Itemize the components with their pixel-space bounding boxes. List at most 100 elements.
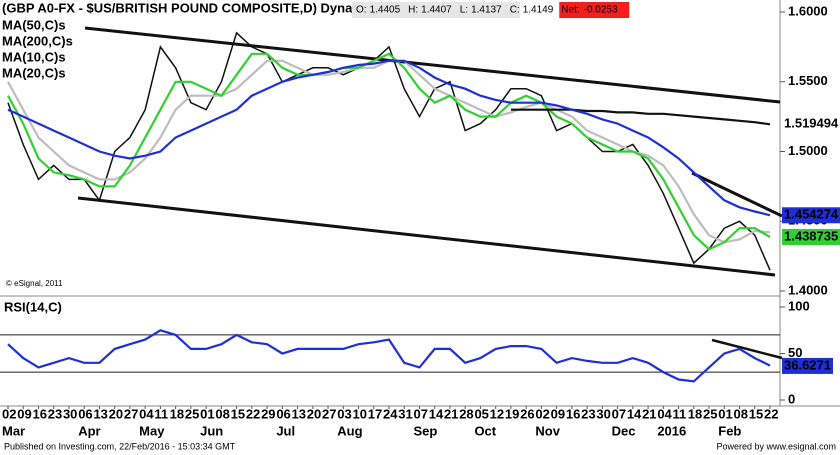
month-label: Aug [337, 423, 362, 438]
x-tick-label: 04 [657, 406, 672, 421]
ohlc-value: 1.4405 [370, 5, 401, 16]
x-tick-label: 30 [596, 406, 610, 421]
ohlc-value: 1.4149 [523, 5, 554, 16]
x-tick-label: 14 [627, 406, 642, 421]
x-tick-label: 10 [353, 406, 367, 421]
x-tick-label: 20 [109, 406, 123, 421]
series-line [510, 108, 771, 126]
x-tick-label: 16 [32, 406, 46, 421]
month-label: Dec [612, 423, 636, 438]
x-tick-label: 15 [749, 406, 763, 421]
month-label: Jul [276, 423, 295, 438]
x-tick-label: 17 [368, 406, 382, 421]
x-tick-label: 08 [215, 406, 229, 421]
ohlc-label: O: [356, 5, 367, 16]
x-tick-label: 12 [490, 406, 504, 421]
footer-left: Published on Investing.com, 22/Feb/2016 … [4, 441, 236, 451]
y-tick-label: 0 [788, 391, 795, 406]
value-label: 1.438735 [784, 228, 838, 243]
x-tick-label: 19 [505, 406, 519, 421]
x-tick-label: 13 [93, 406, 107, 421]
x-tick-label: 11 [154, 406, 168, 421]
value-label: 36.6271 [784, 357, 831, 372]
x-tick-label: 05 [474, 406, 488, 421]
x-tick-label: 30 [63, 406, 77, 421]
net-label: Net: [561, 5, 579, 16]
x-tick-label: 27 [322, 406, 336, 421]
month-label: Apr [78, 423, 100, 438]
value-label-box [782, 228, 840, 245]
y-tick-label: 100 [788, 298, 810, 313]
x-tick-label: 08 [734, 406, 748, 421]
x-tick-label: 23 [581, 406, 595, 421]
footer-right: Powered by www.esignal.com [716, 441, 836, 451]
x-tick-label: 16 [566, 406, 580, 421]
x-tick-label: 01 [718, 406, 732, 421]
series-line [7, 59, 771, 217]
value-label-box [782, 207, 840, 224]
month-label: May [139, 423, 165, 438]
legend-entry: MA(200,C)s [2, 33, 73, 48]
y-tick-label: 1.4000 [788, 282, 828, 297]
x-tick-label: 25 [185, 406, 199, 421]
x-tick-label: 03 [337, 406, 351, 421]
x-tick-label: 29 [261, 406, 275, 421]
x-tick-label: 09 [17, 406, 31, 421]
x-tick-label: 26 [520, 406, 534, 421]
series-line [7, 329, 771, 383]
x-tick-label: 06 [78, 406, 92, 421]
ohlc-value: 1.4407 [421, 5, 452, 16]
net-value: -0.0253 [584, 5, 618, 16]
series-line [7, 31, 771, 271]
value-label: 1.454274 [784, 207, 839, 222]
legend-entry: MA(50,C)s [2, 17, 66, 32]
x-tick-label: 28 [459, 406, 473, 421]
x-tick-label: 20 [307, 406, 321, 421]
ohlc-value: 1.4137 [471, 5, 502, 16]
x-tick-label: 04 [139, 406, 154, 421]
trendline [711, 338, 783, 360]
x-tick-label: 15 [231, 406, 245, 421]
month-label: Sep [413, 423, 437, 438]
y-tick-label: 1.5000 [788, 143, 828, 158]
x-tick-label: 22 [246, 406, 260, 421]
month-label: Mar [2, 423, 25, 438]
x-tick-label: 02 [2, 406, 16, 421]
panel-title: RSI(14,C) [4, 299, 62, 314]
x-tick-label: 14 [429, 406, 444, 421]
y-tick-label: 50 [788, 345, 802, 360]
copyright: © eSignal, 2011 [6, 279, 63, 288]
month-label: 2016 [657, 423, 686, 438]
legend-entry: MA(10,C)s [2, 49, 66, 64]
x-tick-label: 23 [48, 406, 62, 421]
x-tick-label: 07 [612, 406, 626, 421]
x-tick-label: 11 [673, 406, 687, 421]
value-label: 1.519494 [784, 116, 839, 131]
x-tick-label: 21 [642, 406, 656, 421]
x-tick-label: 18 [688, 406, 702, 421]
trendline [84, 26, 781, 104]
month-label: Jun [200, 423, 223, 438]
chart-title: (GBP A0-FX - $US/BRITISH POUND COMPOSITE… [2, 0, 353, 15]
trendline [691, 171, 783, 218]
value-label-box [782, 357, 833, 374]
header-box [352, 2, 520, 18]
x-tick-label: 02 [535, 406, 549, 421]
trendline [77, 196, 776, 277]
x-tick-label: 27 [124, 406, 138, 421]
net-box [559, 2, 630, 18]
ohlc-label: H: [408, 5, 418, 16]
month-label: Oct [474, 423, 496, 438]
x-tick-label: 22 [764, 406, 778, 421]
month-label: Nov [535, 423, 560, 438]
x-tick-label: 21 [444, 406, 458, 421]
x-tick-label: 09 [551, 406, 565, 421]
x-tick-label: 07 [413, 406, 427, 421]
x-tick-label: 24 [383, 406, 398, 421]
y-tick-label: 1.6000 [788, 3, 828, 18]
month-label: Feb [718, 423, 741, 438]
x-tick-label: 31 [398, 406, 412, 421]
x-tick-label: 18 [170, 406, 184, 421]
